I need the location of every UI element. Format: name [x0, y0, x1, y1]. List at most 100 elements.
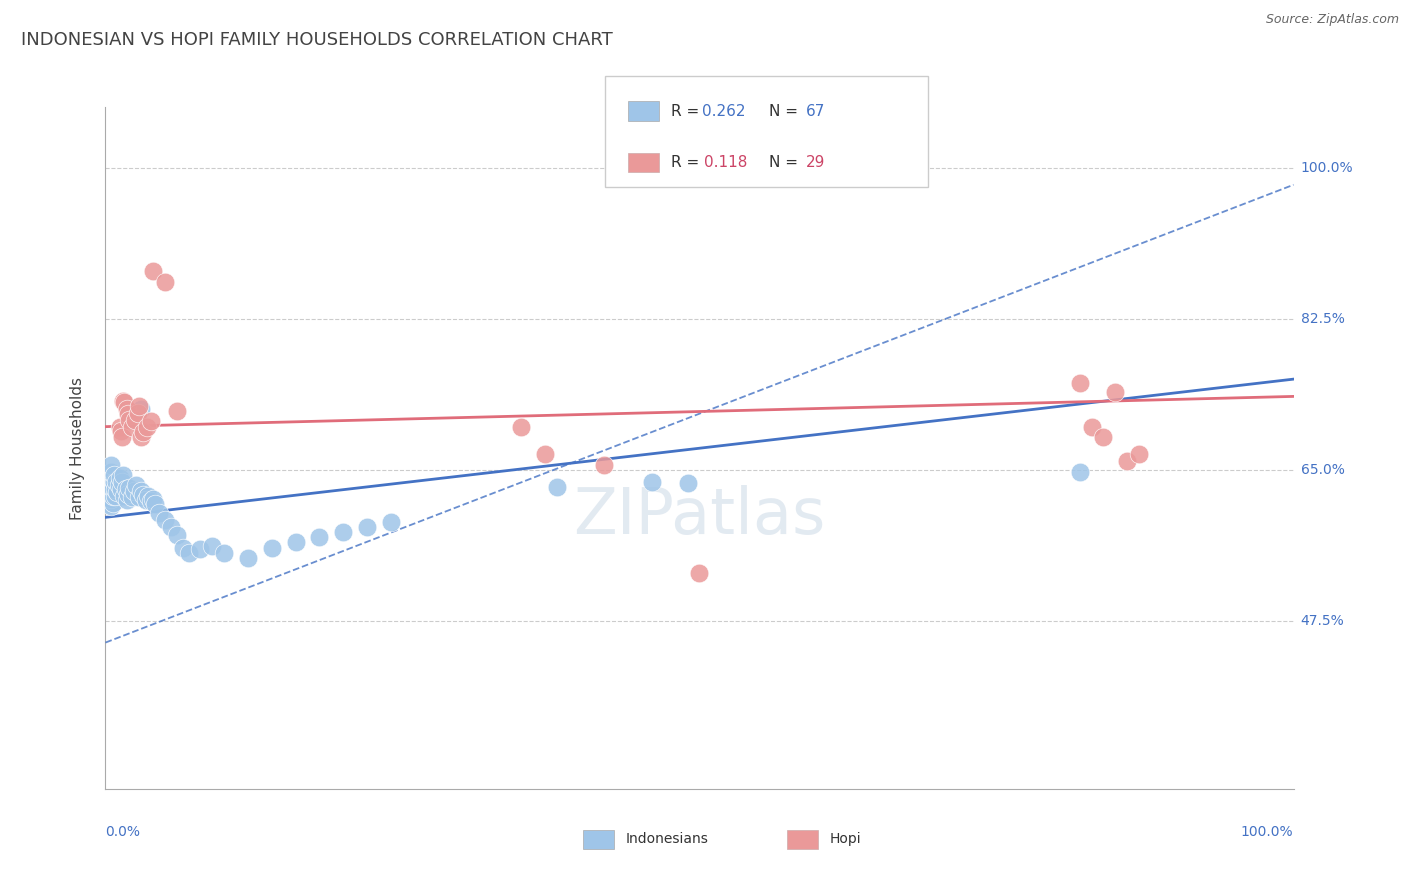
- Point: [100, 485, 122, 500]
- Point: [103, 475, 125, 489]
- Point: [103, 468, 125, 483]
- Point: [114, 482, 136, 496]
- Point: [125, 478, 148, 492]
- Point: [689, 566, 711, 581]
- Text: R =: R =: [671, 155, 704, 169]
- Point: [114, 395, 136, 409]
- Point: [129, 483, 152, 498]
- Point: [546, 480, 568, 494]
- Point: [641, 475, 664, 489]
- Point: [112, 468, 135, 483]
- Point: [172, 541, 194, 555]
- Point: [153, 513, 176, 527]
- Point: [100, 492, 122, 507]
- Point: [100, 458, 122, 472]
- Point: [100, 499, 122, 513]
- Point: [104, 489, 127, 503]
- Point: [142, 492, 165, 507]
- Text: 82.5%: 82.5%: [1301, 311, 1344, 326]
- Point: [100, 478, 122, 492]
- Point: [148, 506, 170, 520]
- Point: [534, 447, 557, 461]
- Text: 67: 67: [806, 103, 825, 119]
- Point: [142, 264, 165, 278]
- Point: [1092, 430, 1115, 444]
- Point: [129, 402, 152, 417]
- Point: [104, 482, 127, 496]
- Point: [117, 487, 139, 501]
- Point: [284, 535, 307, 549]
- Point: [111, 430, 134, 444]
- Point: [101, 496, 124, 510]
- Point: [105, 485, 128, 500]
- Point: [177, 546, 200, 560]
- Text: 100.0%: 100.0%: [1241, 825, 1294, 839]
- Point: [1069, 376, 1091, 391]
- Point: [108, 419, 131, 434]
- Point: [98, 470, 121, 484]
- Point: [98, 487, 121, 501]
- Point: [214, 546, 236, 560]
- Point: [1080, 419, 1102, 434]
- Point: [128, 399, 150, 413]
- Text: 0.262: 0.262: [702, 103, 745, 119]
- Text: ZIPatlas: ZIPatlas: [574, 485, 825, 548]
- Point: [190, 542, 212, 557]
- Point: [110, 424, 132, 438]
- Point: [122, 484, 145, 499]
- Text: 65.0%: 65.0%: [1301, 463, 1344, 477]
- Point: [139, 494, 162, 508]
- Point: [166, 404, 188, 418]
- Point: [98, 493, 121, 508]
- Point: [98, 480, 121, 494]
- Point: [136, 489, 159, 503]
- Point: [593, 458, 616, 472]
- Point: [107, 478, 129, 492]
- Point: [118, 481, 141, 495]
- Text: 47.5%: 47.5%: [1301, 614, 1344, 628]
- Point: [356, 520, 378, 534]
- Text: N =: N =: [769, 155, 803, 169]
- Point: [98, 473, 121, 487]
- Point: [98, 491, 121, 505]
- Text: 0.0%: 0.0%: [105, 825, 141, 839]
- Text: Indonesians: Indonesians: [626, 832, 709, 847]
- Point: [1116, 454, 1139, 468]
- Point: [98, 483, 121, 498]
- Point: [117, 407, 139, 421]
- Text: 29: 29: [806, 155, 825, 169]
- Point: [132, 425, 155, 439]
- Point: [1069, 465, 1091, 479]
- Point: [135, 493, 157, 508]
- Point: [510, 419, 533, 434]
- Point: [332, 524, 354, 539]
- Point: [100, 465, 122, 479]
- Point: [153, 275, 176, 289]
- Point: [101, 482, 124, 496]
- Point: [112, 393, 135, 408]
- Point: [98, 477, 121, 491]
- Text: R =: R =: [671, 103, 704, 119]
- Point: [380, 515, 402, 529]
- Point: [100, 471, 122, 485]
- Point: [201, 539, 224, 553]
- Point: [159, 520, 181, 534]
- Point: [127, 406, 149, 420]
- Point: [121, 491, 143, 505]
- Point: [676, 475, 699, 490]
- Text: Hopi: Hopi: [830, 832, 860, 847]
- Point: [308, 530, 330, 544]
- Text: INDONESIAN VS HOPI FAMILY HOUSEHOLDS CORRELATION CHART: INDONESIAN VS HOPI FAMILY HOUSEHOLDS COR…: [21, 31, 613, 49]
- Point: [124, 413, 146, 427]
- Point: [121, 419, 143, 434]
- Point: [166, 528, 188, 542]
- Point: [236, 550, 259, 565]
- Point: [101, 489, 124, 503]
- Point: [111, 475, 134, 489]
- Point: [118, 413, 141, 427]
- Point: [132, 488, 155, 502]
- Text: 100.0%: 100.0%: [1301, 161, 1353, 175]
- Text: N =: N =: [769, 103, 803, 119]
- Point: [260, 541, 283, 555]
- Text: Source: ZipAtlas.com: Source: ZipAtlas.com: [1265, 13, 1399, 27]
